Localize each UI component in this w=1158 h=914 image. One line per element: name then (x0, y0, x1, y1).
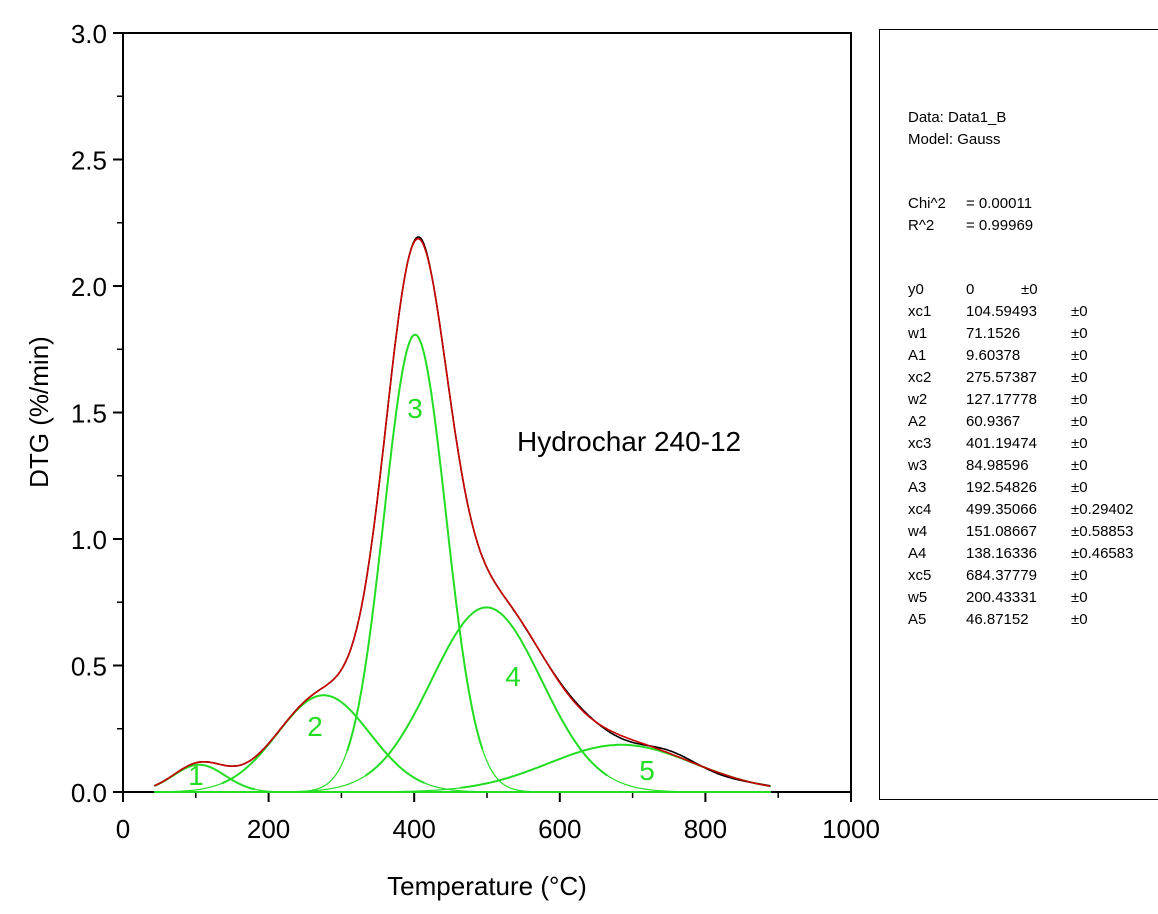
param-value: 9.60378 (966, 347, 1021, 364)
peak-2-curve (154, 694, 771, 793)
param-name: xc3 (908, 435, 932, 452)
param-value: 84.98596 (966, 457, 1029, 474)
param-err: ±0 (1071, 369, 1088, 386)
param-value: 127.17778 (966, 391, 1037, 408)
param-name: xc4 (908, 501, 932, 518)
peak-2-label: 2 (307, 711, 323, 742)
dtg-chart: 0 200 400 600 800 1000 0.0 0.5 1.0 1.5 2.0 2.5 3.0 1… (24, 19, 880, 901)
param-name: w2 (908, 391, 928, 408)
peak-3-label: 3 (407, 393, 423, 424)
param-value: 192.54826 (966, 479, 1037, 496)
param-err: ±0 (1071, 303, 1088, 320)
peak-4-core (364, 606, 608, 777)
y-tick-label: 2.0 (71, 272, 107, 302)
param-name: A3 (908, 479, 927, 496)
param-err: ±0 (1071, 567, 1088, 584)
param-name: xc1 (908, 303, 932, 320)
param-err: ±0 (1071, 325, 1088, 342)
measured-dtg-curve (154, 236, 771, 787)
peak-5-label: 5 (639, 755, 655, 786)
param-value: 46.87152 (966, 611, 1029, 628)
param-value: 275.57387 (966, 369, 1037, 386)
y0-value: 0 (966, 281, 975, 298)
param-name: A4 (908, 545, 927, 562)
param-err: ±0 (1071, 413, 1088, 430)
x-axis-title: Temperature (°C) (387, 871, 587, 901)
x-tick-label: 200 (247, 814, 290, 844)
peak-5-core (460, 743, 771, 789)
param-name: A2 (908, 413, 927, 430)
param-name: xc2 (908, 369, 932, 386)
peak-4-label: 4 (505, 661, 521, 692)
y0-name: y0 (908, 281, 924, 298)
param-name: xc5 (908, 567, 932, 584)
param-value: 499.35066 (966, 501, 1037, 518)
y-tick-label: 0.0 (71, 778, 107, 808)
r-square-name: R^2 (908, 217, 935, 234)
x-tick-label: 0 (116, 814, 130, 844)
param-name: w4 (908, 523, 928, 540)
param-name: w3 (908, 457, 928, 474)
curve-layer: 1 2 3 4 5 (153, 236, 771, 793)
param-err: ±0 (1071, 457, 1088, 474)
y-tick-label: 3.0 (71, 19, 107, 49)
param-name: A1 (908, 347, 927, 364)
y-axis-title: DTG (%/min) (24, 336, 54, 488)
param-err: ±0.29402 (1071, 501, 1134, 518)
x-tick-label: 400 (393, 814, 436, 844)
x-tick-label: 800 (684, 814, 727, 844)
param-err: ±0 (1071, 435, 1088, 452)
param-value: 401.19474 (966, 435, 1037, 452)
param-name: A5 (908, 611, 927, 628)
param-value: 60.9367 (966, 413, 1021, 430)
param-name: w5 (908, 589, 928, 606)
chi-square-value: = 0.00011 (966, 195, 1033, 212)
param-err: ±0 (1071, 611, 1088, 628)
y-tick-label: 1.5 (71, 399, 107, 429)
chi-square-name: Chi^2 (908, 195, 946, 212)
y-tick-label: 1.0 (71, 525, 107, 555)
data-source-text: Data: Data1_B (908, 109, 1007, 126)
x-tick-label: 1000 (822, 814, 880, 844)
x-tick-label: 600 (538, 814, 581, 844)
y-tick-label: 2.5 (71, 146, 107, 176)
param-err: ±0 (1071, 589, 1088, 606)
fit-results-panel: Data: Data1_B Model: Gauss Chi^2 = 0.000… (879, 29, 1158, 800)
plot-frame (122, 32, 852, 793)
y0-error: ±0 (1021, 281, 1038, 298)
peak-1-label: 1 (188, 760, 204, 791)
param-value: 684.37779 (966, 567, 1037, 584)
peak-3-core (346, 333, 484, 752)
peak-4-curve (154, 606, 771, 793)
param-err: ±0 (1071, 479, 1088, 496)
y-tick-label: 0.5 (71, 652, 107, 682)
param-err: ±0.46583 (1071, 545, 1134, 562)
param-value: 104.59493 (966, 303, 1037, 320)
peak-3-curve (154, 334, 771, 793)
r-square-value: = 0.99969 (966, 217, 1034, 234)
param-value: 138.16336 (966, 545, 1037, 562)
param-name: w1 (908, 325, 928, 342)
model-text: Model: Gauss (908, 131, 1001, 148)
axis-ticks: 0 200 400 600 800 1000 0.0 0.5 1.0 1.5 2.0 2.5 3.0 (71, 19, 880, 844)
param-err: ±0 (1071, 347, 1088, 364)
param-err: ±0.58853 (1071, 523, 1134, 540)
peak-2-core (221, 694, 425, 785)
cumulative-fit-curve (154, 237, 771, 787)
param-value: 151.08667 (966, 523, 1037, 540)
param-value: 200.43331 (966, 589, 1037, 606)
param-err: ±0 (1071, 391, 1088, 408)
param-value: 71.1526 (966, 325, 1021, 342)
sample-annotation: Hydrochar 240-12 (517, 426, 741, 457)
